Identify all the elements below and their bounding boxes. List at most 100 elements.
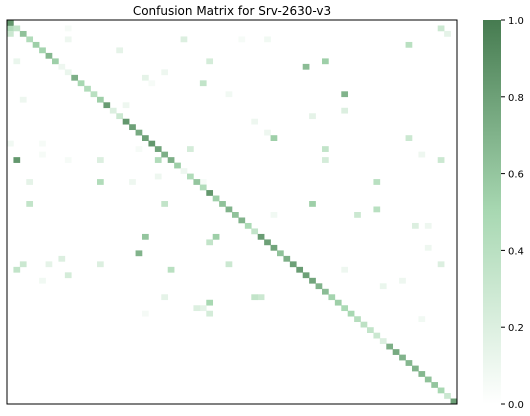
diagonal-cell: [367, 327, 374, 333]
matrix-cell: [97, 261, 104, 268]
colorbar: [483, 20, 501, 404]
matrix-cell: [13, 58, 21, 65]
diagonal-cell: [84, 85, 91, 92]
matrix-cell: [97, 179, 104, 185]
matrix-cell: [7, 140, 14, 147]
matrix-cell: [64, 272, 72, 279]
diagonal-cell: [444, 393, 451, 399]
matrix-cell: [13, 157, 21, 163]
matrix-cell: [354, 212, 361, 218]
diagonal-cell: [39, 47, 46, 54]
matrix-cell: [206, 310, 214, 317]
colorbar-tick-label: 0.0: [508, 400, 524, 411]
diagonal-cell: [122, 118, 130, 125]
matrix-cell: [225, 91, 233, 98]
matrix-cell: [7, 30, 14, 37]
colorbar-tick-label: 0.8: [508, 93, 524, 104]
matrix-cell: [341, 107, 349, 114]
diagonal-cell: [360, 321, 368, 328]
matrix-cell: [148, 80, 156, 87]
matrix-cell: [264, 129, 271, 136]
matrix-cell: [322, 58, 329, 65]
chart-title: Confusion Matrix for Srv-2630-v3: [132, 4, 332, 18]
diagonal-cell: [199, 184, 207, 191]
diagonal-cell: [283, 255, 291, 262]
diagonal-cell: [71, 74, 79, 81]
diagonal-cell: [148, 140, 156, 147]
diagonal-cell: [7, 20, 14, 26]
diagonal-cell: [129, 124, 136, 131]
matrix-cell: [64, 36, 72, 43]
diagonal-cell: [405, 360, 413, 366]
colorbar-tick-label: 0.2: [508, 323, 524, 334]
diagonal-cell: [296, 266, 304, 273]
matrix-cell: [199, 179, 207, 185]
matrix-cell: [122, 102, 130, 109]
diagonal-cell: [309, 277, 316, 284]
plot-frame: [6, 19, 458, 405]
diagonal-cell: [187, 173, 194, 180]
matrix-cell: [26, 201, 34, 207]
matrix-cell: [199, 305, 207, 312]
diagonal-cell: [154, 146, 162, 152]
matrix-cell: [161, 294, 169, 301]
matrix-cell: [199, 80, 207, 87]
matrix-cell: [58, 255, 66, 262]
matrix-cell: [373, 179, 381, 185]
matrix-cell: [418, 316, 426, 323]
matrix-cell: [161, 69, 169, 76]
diagonal-cell: [334, 299, 342, 306]
diagonal-cell: [109, 107, 117, 114]
diagonal-cell: [212, 195, 220, 202]
diagonal-cell: [161, 151, 169, 158]
matrix-cell: [373, 206, 381, 213]
colorbar-tick-label: 0.6: [508, 170, 524, 181]
matrix-cell: [26, 179, 34, 185]
matrix-cell: [19, 96, 27, 103]
matrix-cell: [13, 266, 21, 273]
matrix-cell: [444, 30, 451, 37]
matrix-cell: [187, 146, 194, 152]
diagonal-cell: [373, 332, 381, 339]
diagonal-cell: [45, 52, 53, 59]
matrix-cell: [39, 140, 46, 147]
matrix-cell: [437, 261, 445, 268]
matrix-cell: [161, 201, 169, 207]
matrix-cell: [257, 294, 265, 301]
matrix-cell: [302, 63, 310, 70]
matrix-cell: [206, 239, 214, 246]
diagonal-cell: [450, 398, 458, 405]
matrix-cell: [238, 36, 246, 43]
diagonal-cell: [142, 135, 149, 141]
colorbar-tick-label: 0.4: [508, 246, 524, 257]
diagonal-cell: [90, 91, 98, 98]
matrix-cell: [424, 222, 432, 229]
matrix-cell: [64, 25, 72, 32]
matrix-cell: [405, 41, 413, 48]
matrix-cell: [399, 277, 406, 284]
colorbar-tick-label: 1.0: [508, 16, 524, 27]
diagonal-cell: [328, 294, 336, 301]
matrix-cell: [251, 118, 259, 125]
diagonal-cell: [277, 250, 284, 257]
diagonal-cell: [424, 376, 432, 383]
matrix-cell: [412, 222, 419, 229]
diagonal-cell: [219, 201, 226, 207]
matrix-cell: [206, 299, 214, 306]
diagonal-cell: [244, 222, 252, 229]
diagonal-cell: [13, 25, 21, 32]
matrix-cell: [45, 261, 53, 268]
diagonal-cell: [58, 63, 66, 70]
diagonal-cell: [347, 310, 355, 317]
matrix-cell: [180, 36, 188, 43]
matrix-cell: [379, 283, 387, 290]
diagonal-cell: [322, 288, 329, 295]
matrix-cell: [270, 212, 278, 218]
matrix-cell: [225, 261, 233, 268]
diagonal-cell: [264, 239, 271, 246]
diagonal-cell: [174, 162, 181, 169]
matrix-cell: [270, 135, 278, 141]
matrix-cell: [437, 157, 445, 163]
matrix-cell: [142, 233, 149, 240]
